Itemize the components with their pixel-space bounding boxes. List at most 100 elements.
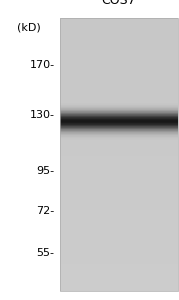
Bar — [60, 18, 178, 291]
Bar — [60, 177, 178, 178]
Bar — [60, 82, 178, 83]
Bar — [60, 136, 178, 137]
Bar — [60, 76, 178, 77]
Bar — [60, 232, 178, 234]
Bar — [60, 135, 178, 136]
Bar — [60, 128, 178, 129]
Bar — [60, 105, 178, 106]
Bar — [60, 280, 178, 281]
Bar — [60, 107, 178, 108]
Bar — [60, 265, 178, 266]
Bar — [60, 27, 178, 28]
Bar — [60, 104, 178, 105]
Bar — [60, 64, 178, 65]
Bar — [60, 70, 178, 71]
Bar — [60, 120, 178, 121]
Bar — [60, 37, 178, 38]
Bar — [60, 111, 178, 112]
Bar — [60, 125, 178, 126]
Bar — [60, 28, 178, 30]
Bar — [60, 287, 178, 288]
Bar — [60, 42, 178, 44]
Bar — [60, 96, 178, 97]
Bar — [60, 244, 178, 245]
Bar — [60, 89, 178, 90]
Bar — [60, 254, 178, 256]
Bar — [60, 195, 178, 196]
Bar — [60, 122, 178, 123]
Bar — [60, 77, 178, 78]
Bar — [60, 240, 178, 241]
Bar — [60, 70, 178, 72]
Bar — [60, 268, 178, 269]
Bar — [60, 24, 178, 25]
Bar — [60, 171, 178, 172]
Text: 170-: 170- — [30, 59, 55, 70]
Bar — [60, 254, 178, 255]
Bar — [60, 184, 178, 185]
Bar — [60, 205, 178, 206]
Bar — [60, 92, 178, 94]
Bar — [60, 126, 178, 127]
Bar — [60, 86, 178, 87]
Bar — [60, 32, 178, 33]
Bar — [60, 224, 178, 226]
Text: 55-: 55- — [37, 248, 55, 259]
Bar — [60, 30, 178, 32]
Bar — [60, 92, 178, 93]
Bar — [60, 175, 178, 176]
Bar — [60, 112, 178, 113]
Bar — [60, 263, 178, 265]
Bar — [60, 57, 178, 58]
Bar — [60, 202, 178, 204]
Bar — [60, 84, 178, 85]
Bar — [60, 122, 178, 124]
Bar — [60, 68, 178, 69]
Bar — [60, 262, 178, 263]
Bar — [60, 90, 178, 91]
Bar — [60, 98, 178, 99]
Bar — [60, 249, 178, 250]
Bar — [60, 183, 178, 184]
Bar — [60, 255, 178, 256]
Bar — [60, 170, 178, 171]
Bar — [60, 210, 178, 211]
Bar — [60, 250, 178, 251]
Bar — [60, 214, 178, 215]
Bar — [60, 125, 178, 126]
Bar — [60, 172, 178, 173]
Bar — [60, 138, 178, 139]
Bar — [60, 40, 178, 41]
Bar — [60, 146, 178, 147]
Bar — [60, 87, 178, 88]
Bar — [60, 216, 178, 217]
Bar — [60, 40, 178, 42]
Bar — [60, 138, 178, 139]
Bar — [60, 149, 178, 150]
Bar — [60, 65, 178, 66]
Bar — [60, 235, 178, 236]
Bar — [60, 169, 178, 170]
Bar — [60, 118, 178, 119]
Bar — [60, 111, 178, 112]
Bar — [60, 121, 178, 122]
Bar — [60, 218, 178, 219]
Bar — [60, 128, 178, 129]
Bar — [60, 110, 178, 111]
Bar — [60, 288, 178, 289]
Text: 95-: 95- — [37, 166, 55, 176]
Bar — [60, 198, 178, 199]
Bar — [60, 113, 178, 115]
Bar — [60, 286, 178, 287]
Bar — [60, 33, 178, 34]
Bar — [60, 248, 178, 249]
Bar — [60, 213, 178, 214]
Bar — [60, 173, 178, 175]
Bar — [60, 55, 178, 56]
Bar — [60, 19, 178, 20]
Bar — [60, 139, 178, 140]
Bar — [60, 46, 178, 47]
Bar — [60, 246, 178, 247]
Text: 72-: 72- — [36, 206, 55, 217]
Bar — [60, 81, 178, 83]
